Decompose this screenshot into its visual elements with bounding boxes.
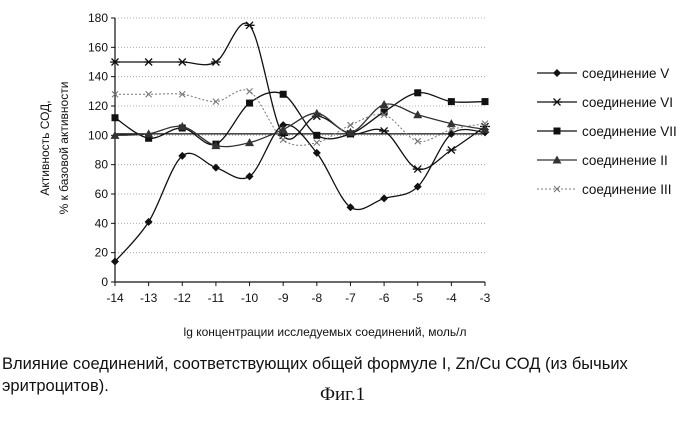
data-point <box>482 98 489 105</box>
legend-marker <box>553 69 561 77</box>
x-tick-label: -7 <box>345 291 356 305</box>
data-point <box>380 194 388 202</box>
legend-label: соединение VI <box>582 95 673 110</box>
data-point <box>314 140 320 146</box>
x-tick-label: -6 <box>379 291 390 305</box>
legend-item: соединение III <box>537 182 672 197</box>
legend-item: соединение II <box>537 153 668 168</box>
y-tick-label: 60 <box>95 187 109 201</box>
data-point <box>146 91 152 97</box>
y-tick-label: 40 <box>95 216 109 230</box>
x-tick-label: -13 <box>140 291 158 305</box>
y-tick-label: 80 <box>95 158 109 172</box>
data-point <box>112 114 119 121</box>
legend-marker <box>554 128 561 135</box>
y-axis-label-line1: Активность СОД, <box>38 100 52 195</box>
data-point <box>347 122 353 128</box>
x-tick-label: -11 <box>208 291 225 305</box>
data-point <box>414 89 421 96</box>
y-tick-label: 180 <box>88 11 108 25</box>
x-tick-label: -14 <box>106 291 124 305</box>
data-point <box>415 138 421 144</box>
legend-label: соединение V <box>582 66 669 81</box>
legend-item: соединение VI <box>537 95 673 110</box>
y-tick-label: 120 <box>88 99 108 113</box>
data-point <box>246 100 253 107</box>
grid-lines <box>115 18 485 253</box>
x-tick-label: -3 <box>480 291 491 305</box>
legend: соединение V соединение VI соединение VII с… <box>537 66 677 197</box>
y-tick-label: 100 <box>88 128 108 142</box>
series-5 <box>112 88 488 145</box>
data-point <box>213 99 219 105</box>
x-tick-label: -8 <box>311 291 322 305</box>
series-line <box>115 23 485 169</box>
y-tick-label: 0 <box>101 275 108 289</box>
legend-label: соединение VII <box>582 124 677 139</box>
data-point <box>313 132 320 139</box>
axes <box>111 18 485 286</box>
data-point <box>212 164 220 172</box>
series-2 <box>110 22 490 173</box>
figure-label: Фиг.1 <box>320 384 365 406</box>
y-tick-label: 20 <box>95 246 109 260</box>
line-chart: 0 20 40 60 80 100 120 140 160 180 -14 -13 -12 -11 -10 -… <box>0 0 700 345</box>
x-tick-label: -10 <box>241 291 259 305</box>
x-tick-label: -4 <box>446 291 457 305</box>
data-point <box>145 218 153 226</box>
data-point <box>247 88 253 94</box>
series-line <box>115 125 485 262</box>
legend-label: соединение II <box>582 153 668 168</box>
legend-item: соединение V <box>537 66 669 81</box>
x-tick-label: -5 <box>412 291 423 305</box>
y-tick-label: 160 <box>88 40 108 54</box>
data-point <box>280 137 286 143</box>
series-1 <box>111 121 489 265</box>
x-tick-label: -9 <box>278 291 289 305</box>
legend-label: соединение III <box>582 182 672 197</box>
x-axis-label: lg концентрации исследуемых соединений, … <box>184 325 467 339</box>
legend-marker <box>552 99 562 106</box>
x-tick-label: -12 <box>174 291 192 305</box>
data-point <box>144 59 154 66</box>
data-point <box>177 59 187 66</box>
series-4 <box>111 100 490 149</box>
series-line <box>115 104 485 147</box>
y-axis-label-line2: % к базовой активности <box>57 82 71 215</box>
y-tick-label: 140 <box>88 70 108 84</box>
legend-item: соединение VII <box>537 124 677 139</box>
series-layer <box>110 22 490 266</box>
data-point <box>448 98 455 105</box>
tick-labels: 0 20 40 60 80 100 120 140 160 180 -14 -13 -12 -11 -10 -… <box>88 11 491 305</box>
data-point <box>280 91 287 98</box>
